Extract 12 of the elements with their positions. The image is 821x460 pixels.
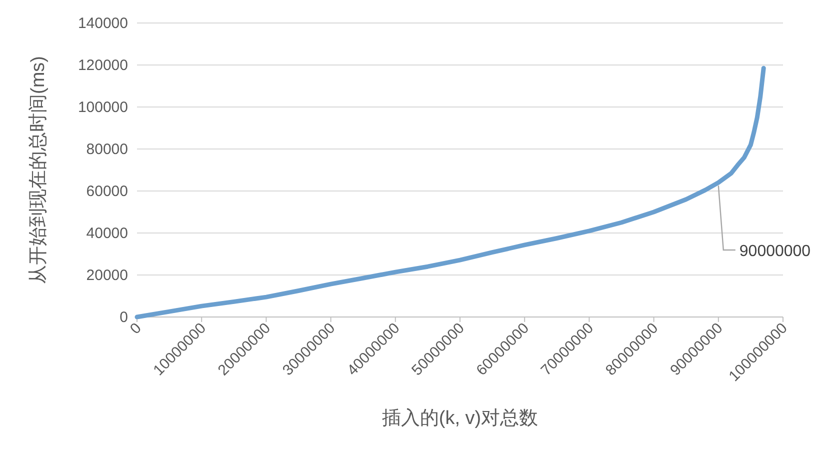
y-tick-label: 20000 — [86, 267, 128, 284]
y-axis-title: 从开始到现在的总时间(ms) — [28, 56, 49, 284]
y-tick-label: 140000 — [78, 15, 128, 32]
y-tick-label: 120000 — [78, 57, 128, 74]
annotation: 90000000 — [739, 243, 811, 260]
x-tick-label: 0 — [126, 320, 145, 338]
y-tick-label: 100000 — [78, 99, 128, 116]
y-tick-label: 0 — [120, 309, 128, 326]
y-tick-label: 60000 — [86, 183, 128, 200]
y-tick-label: 80000 — [86, 141, 128, 158]
x-axis-title: 插入的(k, v)对总数 — [382, 408, 538, 429]
y-tick-label: 40000 — [86, 225, 128, 242]
